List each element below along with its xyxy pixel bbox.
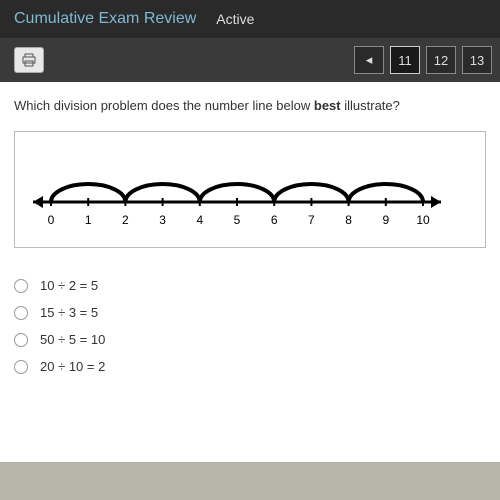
radio-icon xyxy=(14,306,28,320)
svg-text:6: 6 xyxy=(271,213,278,227)
nav-item-12[interactable]: 12 xyxy=(426,46,456,74)
svg-text:4: 4 xyxy=(196,213,203,227)
svg-text:7: 7 xyxy=(308,213,315,227)
answer-list: 10 ÷ 2 = 5 15 ÷ 3 = 5 50 ÷ 5 = 10 20 ÷ 1… xyxy=(14,272,486,380)
radio-icon xyxy=(14,360,28,374)
answer-text: 20 ÷ 10 = 2 xyxy=(40,359,105,374)
question-text: Which division problem does the number l… xyxy=(14,98,486,113)
answer-text: 10 ÷ 2 = 5 xyxy=(40,278,98,293)
number-line-figure: 0 1 2 3 4 5 6 7 8 9 10 xyxy=(14,131,486,248)
svg-text:3: 3 xyxy=(159,213,166,227)
print-icon xyxy=(21,53,37,67)
svg-text:8: 8 xyxy=(345,213,352,227)
answer-option-1[interactable]: 15 ÷ 3 = 5 xyxy=(14,299,486,326)
svg-text:1: 1 xyxy=(85,213,92,227)
svg-text:9: 9 xyxy=(382,213,389,227)
answer-text: 50 ÷ 5 = 10 xyxy=(40,332,105,347)
question-panel: Which division problem does the number l… xyxy=(0,82,500,462)
page-title: Cumulative Exam Review xyxy=(14,10,196,28)
svg-text:2: 2 xyxy=(122,213,129,227)
radio-icon xyxy=(14,279,28,293)
svg-text:0: 0 xyxy=(48,213,55,227)
question-nav: ◂ 11 12 13 xyxy=(354,46,492,74)
answer-option-2[interactable]: 50 ÷ 5 = 10 xyxy=(14,326,486,353)
svg-text:5: 5 xyxy=(234,213,241,227)
toolbar: ◂ 11 12 13 xyxy=(0,38,500,82)
chevron-left-icon: ◂ xyxy=(366,52,373,68)
nav-prev-button[interactable]: ◂ xyxy=(354,46,384,74)
answer-option-3[interactable]: 20 ÷ 10 = 2 xyxy=(14,353,486,380)
print-button[interactable] xyxy=(14,47,44,73)
exam-status: Active xyxy=(216,11,254,27)
answer-option-0[interactable]: 10 ÷ 2 = 5 xyxy=(14,272,486,299)
radio-icon xyxy=(14,333,28,347)
nav-item-13[interactable]: 13 xyxy=(462,46,492,74)
number-line-svg: 0 1 2 3 4 5 6 7 8 9 10 xyxy=(23,144,453,234)
answer-text: 15 ÷ 3 = 5 xyxy=(40,305,98,320)
nav-item-11[interactable]: 11 xyxy=(390,46,420,74)
header-bar: Cumulative Exam Review Active xyxy=(0,0,500,38)
svg-text:10: 10 xyxy=(416,213,430,227)
